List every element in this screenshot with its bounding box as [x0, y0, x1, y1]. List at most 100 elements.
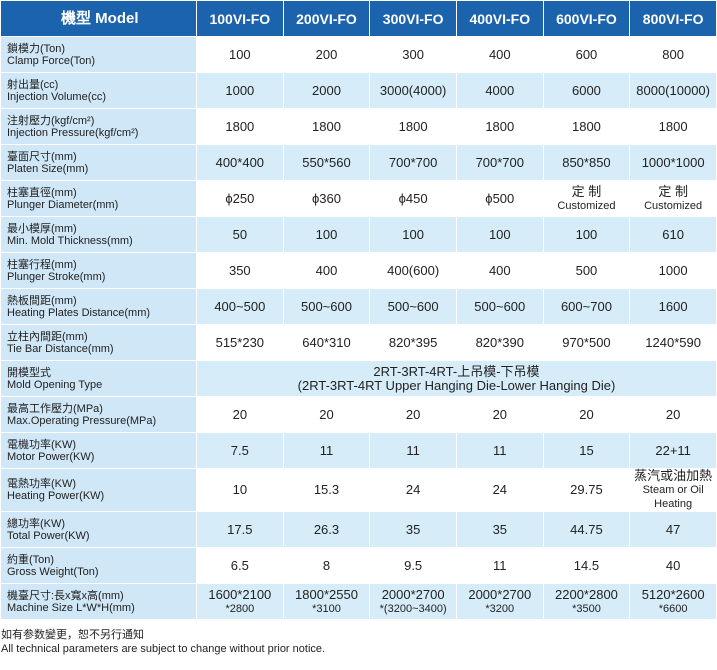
cell-line: 1000*1000	[641, 154, 705, 170]
label-line: 熱板間距(mm)	[7, 294, 77, 307]
cell-line: 400	[488, 262, 511, 278]
cell-line: 515*230	[215, 334, 265, 350]
cell: 22+11	[629, 432, 717, 469]
cell: 10	[196, 468, 284, 512]
cell: 350	[196, 252, 284, 289]
cell-line: 26.3	[313, 521, 340, 537]
cell: ϕ250	[196, 180, 284, 217]
cell: ϕ450	[369, 180, 457, 217]
cell-line: 200	[315, 46, 338, 62]
label-line: Clamp Force(Ton)	[7, 54, 96, 67]
cell: 500	[542, 252, 631, 289]
cell-line: 50	[232, 226, 248, 242]
row: 約重(Ton) Gross Weight(Ton) 6.5 8 9.5 11 14.5 40	[0, 547, 717, 584]
cell: 700*700	[455, 144, 544, 181]
row: 臺面尺寸(mm) Platen Size(mm) 400*400 550*560 700…	[0, 144, 717, 181]
cell-line: 15	[579, 442, 594, 458]
row: 開模型式 Mold Opening Type 2RT-3RT-4RT-上吊模-下吊模…	[0, 360, 717, 397]
cell: 20	[542, 396, 631, 433]
cell-line: 850*850	[562, 154, 611, 170]
cell: 1000	[196, 72, 284, 109]
cell: 8	[282, 547, 371, 584]
cell-line: 35	[492, 521, 508, 537]
cell-line: *2800	[225, 602, 255, 615]
cell-line: 100	[402, 226, 424, 242]
cell: 100	[369, 216, 457, 253]
cell: 1800	[282, 108, 371, 145]
row: 注射壓力(kgf/cm²) Injection Pressure(kgf/cm²)…	[0, 108, 717, 145]
cell-line: 5120*2600	[641, 586, 705, 602]
cell-line: ϕ450	[398, 190, 428, 206]
row: 柱塞直徑(mm) Plunger Diameter(mm) ϕ250 ϕ360 ϕ450…	[0, 180, 717, 217]
cell-line: 500~600	[300, 298, 352, 314]
cell-line: 600~700	[560, 298, 612, 314]
cell-line: 1000	[225, 82, 255, 98]
row-label: 注射壓力(kgf/cm²) Injection Pressure(kgf/cm²)	[0, 108, 197, 145]
cell-line: 2000*2700	[381, 586, 445, 602]
cell-line: 17.5	[227, 521, 253, 537]
label-line: 立柱內間距(mm)	[7, 330, 88, 343]
header-cell: 800VI-FO	[629, 0, 717, 37]
cell: 1800	[196, 108, 284, 145]
cell: 24	[455, 468, 544, 512]
cell-line: 定 制	[658, 183, 688, 199]
cell: 11	[369, 432, 457, 469]
cell: 1800	[629, 108, 717, 145]
cell-line: 8000(10000)	[636, 82, 710, 98]
cell: 20	[196, 396, 284, 433]
cell: 47	[629, 511, 717, 548]
notes: 如有参数變更，恕不另行通知 All technical parameters a…	[0, 620, 717, 656]
cell: 400(600)	[369, 252, 457, 289]
cell: 300	[369, 36, 457, 73]
cell: 1600	[629, 288, 717, 325]
cell: 400~500	[196, 288, 284, 325]
label-line: 注射壓力(kgf/cm²)	[7, 114, 95, 127]
label-line: 鎖模力(Ton)	[7, 42, 66, 55]
cell: 24	[369, 468, 457, 512]
cell-line: Customized	[644, 199, 703, 212]
row-label: 電機功率(KW) Motor Power(KW)	[0, 432, 197, 469]
cell: 1800	[455, 108, 544, 145]
label-line: Machine Size L*W*H(mm)	[7, 601, 135, 614]
cell: 9.5	[369, 547, 457, 584]
cell: 100	[282, 216, 371, 253]
cell: 5120*2600 *6600	[629, 583, 717, 620]
label-line: 開模型式	[7, 366, 51, 379]
cell-line: 100	[488, 226, 511, 242]
cell-line: *3500	[572, 602, 601, 615]
cell: 8000(10000)	[629, 72, 717, 109]
cell-line: 400	[488, 46, 511, 62]
cell: ϕ500	[455, 180, 544, 217]
row-label: 臺面尺寸(mm) Platen Size(mm)	[0, 144, 197, 181]
label-line: Injection Volume(cc)	[7, 90, 107, 103]
cell: 1000*1000	[629, 144, 717, 181]
cell: 11	[282, 432, 371, 469]
cell: 100	[542, 216, 631, 253]
cell-line: 400(600)	[387, 262, 440, 278]
cell-line: 400*400	[215, 154, 265, 170]
cell-line: 29.75	[570, 482, 603, 497]
cell: 6.5	[196, 547, 284, 584]
label-line: 電機功率(KW)	[7, 438, 77, 451]
label-line: 射出量(cc)	[7, 78, 59, 91]
cell-line: 600	[575, 46, 598, 62]
cell: 1240*590	[629, 324, 717, 361]
row-label: 柱塞行程(mm) Plunger Stroke(mm)	[0, 252, 197, 289]
cell: 2000*2700 *(3200~3400)	[369, 583, 457, 620]
cell: 35	[369, 511, 457, 548]
cell-line: 6.5	[230, 557, 249, 573]
row-label: 最小模厚(mm) Min. Mold Thickness(mm)	[0, 216, 197, 253]
row-label: 機臺尺寸:長x寬x高(mm) Machine Size L*W*H(mm)	[0, 583, 197, 620]
label-line: Motor Power(KW)	[7, 450, 95, 463]
cell: 400*400	[196, 144, 284, 181]
cell: 400	[282, 252, 371, 289]
cell-line: 20	[665, 406, 681, 422]
row: 立柱內間距(mm) Tie Bar Distance(mm) 515*230 640*…	[0, 324, 717, 361]
cell: 500~600	[282, 288, 371, 325]
label-line: Total Power(KW)	[7, 529, 90, 542]
cell-line: 1800	[312, 118, 341, 134]
cell: 7.5	[196, 432, 284, 469]
cell-line: 4000	[485, 82, 515, 98]
label-line: Plunger Stroke(mm)	[7, 270, 106, 283]
cell-line: 35	[405, 521, 421, 537]
